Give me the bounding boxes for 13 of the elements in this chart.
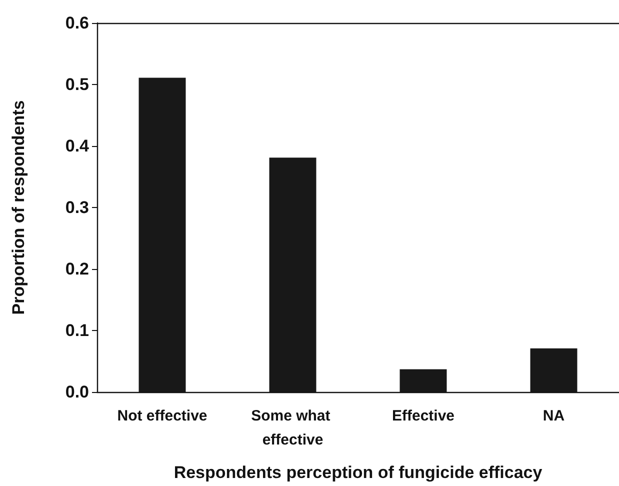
y-tick-label: 0.2 <box>65 260 89 278</box>
y-tick-label: 0.0 <box>65 382 89 402</box>
x-tick-label: Effective <box>392 408 455 424</box>
x-tick-label: Not effective <box>117 408 208 424</box>
x-axis-title: Respondents perception of fungicide efficacy <box>174 463 543 482</box>
x-tick-label: Some what effective <box>251 408 334 448</box>
y-tick-label: 0.6 <box>65 14 89 32</box>
y-tick-label: 0.5 <box>65 75 89 94</box>
y-axis-title: Proportion of respondents <box>9 100 28 315</box>
y-tick-label: 0.1 <box>65 321 89 340</box>
y-tick-label: 0.4 <box>65 136 90 156</box>
x-tick-label: NA <box>542 408 565 424</box>
y-tick-label: 0.3 <box>65 198 89 217</box>
